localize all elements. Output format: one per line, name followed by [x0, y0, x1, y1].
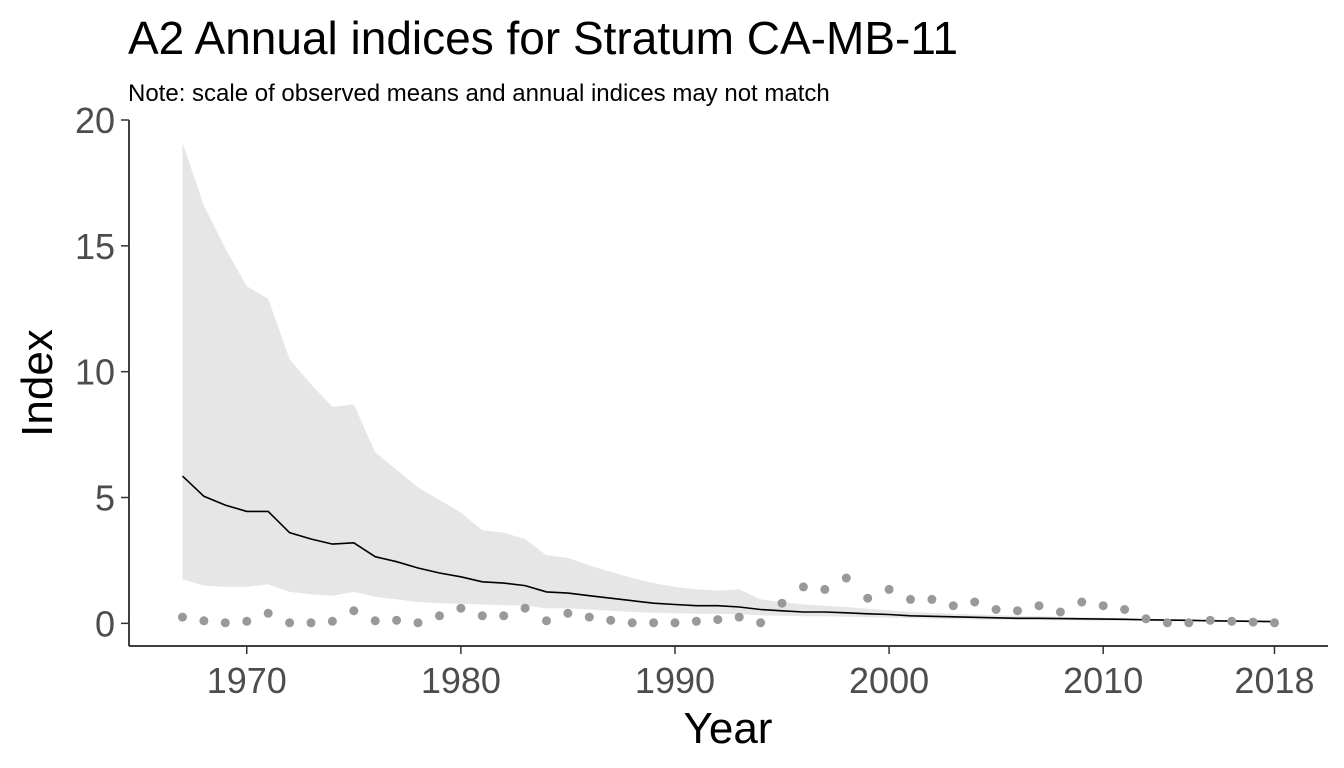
index-line [181, 475, 1275, 623]
confidence-ribbon [182, 142, 1275, 623]
observed-mean-point [456, 603, 466, 613]
y-tick-label: 15 [75, 226, 115, 267]
observed-mean-point [499, 611, 509, 621]
y-axis-ticks: 0 5 10 15 20 [75, 100, 129, 644]
observed-mean-point [691, 616, 701, 626]
observed-mean-point [734, 612, 744, 622]
observed-mean-point [520, 603, 530, 613]
x-tick-label: 1980 [421, 660, 501, 701]
observed-mean-point [285, 618, 295, 628]
chart-subtitle: Note: scale of observed means and annual… [128, 80, 830, 107]
chart-title: A2 Annual indices for Stratum CA-MB-11 [128, 12, 958, 64]
y-tick-label: 0 [95, 603, 115, 644]
y-tick-label: 20 [75, 100, 115, 141]
observed-mean-point [542, 616, 551, 626]
x-tick-label: 2010 [1063, 660, 1143, 701]
observed-mean-point [863, 593, 873, 603]
observed-mean-point [1205, 615, 1215, 625]
x-tick-label: 2018 [1234, 660, 1314, 701]
observed-mean-point [199, 616, 209, 626]
observed-means-layer [178, 573, 1279, 628]
observed-mean-point [777, 598, 787, 608]
x-tick-label: 1990 [635, 660, 715, 701]
x-axis-ticks: 1970 1980 1990 2000 2010 2018 [207, 646, 1315, 701]
observed-mean-point [906, 594, 915, 604]
confidence-ribbon-layer [182, 142, 1275, 623]
observed-mean-point [1270, 618, 1279, 628]
observed-mean-point [370, 616, 380, 626]
y-axis-title: Index [13, 329, 62, 437]
observed-mean-point [1055, 607, 1065, 617]
observed-mean-point [220, 618, 230, 628]
observed-mean-point [884, 584, 894, 594]
observed-mean-point [1227, 616, 1237, 626]
observed-mean-point [306, 618, 316, 628]
observed-mean-point [1184, 618, 1194, 628]
y-tick-label: 5 [95, 478, 115, 519]
observed-mean-point [713, 615, 723, 625]
observed-mean-point [1120, 605, 1130, 614]
observed-mean-point [1034, 601, 1044, 611]
observed-mean-point [670, 618, 680, 628]
observed-mean-point [563, 608, 573, 618]
observed-mean-point [927, 594, 937, 604]
observed-mean-point [1098, 601, 1108, 611]
x-axis-title: Year [684, 704, 773, 753]
observed-mean-point [841, 573, 851, 583]
observed-mean-point [1013, 606, 1022, 616]
observed-mean-point [242, 616, 252, 626]
observed-mean-point [477, 611, 487, 621]
observed-mean-point [948, 601, 958, 611]
observed-mean-point [584, 612, 594, 622]
observed-mean-point [756, 618, 766, 628]
observed-mean-point [970, 597, 980, 607]
observed-mean-point [820, 584, 830, 594]
observed-mean-point [798, 582, 808, 592]
observed-mean-point [1077, 597, 1087, 607]
observed-mean-point [627, 618, 637, 628]
observed-mean-point [606, 615, 616, 625]
observed-mean-point [991, 605, 1001, 614]
observed-mean-point [1248, 617, 1258, 627]
observed-mean-point [1162, 618, 1172, 628]
observed-mean-point [349, 606, 359, 616]
observed-mean-point [263, 608, 273, 618]
observed-mean-point [435, 611, 444, 621]
observed-mean-point [392, 615, 402, 625]
y-tick-label: 10 [75, 352, 115, 393]
observed-mean-point [649, 618, 659, 628]
observed-mean-point [327, 616, 337, 626]
observed-mean-point [178, 612, 187, 622]
x-tick-label: 2000 [849, 660, 929, 701]
observed-mean-point [413, 618, 423, 628]
index-line-layer [181, 475, 1275, 623]
observed-mean-point [1141, 614, 1151, 624]
x-tick-label: 1970 [207, 660, 287, 701]
